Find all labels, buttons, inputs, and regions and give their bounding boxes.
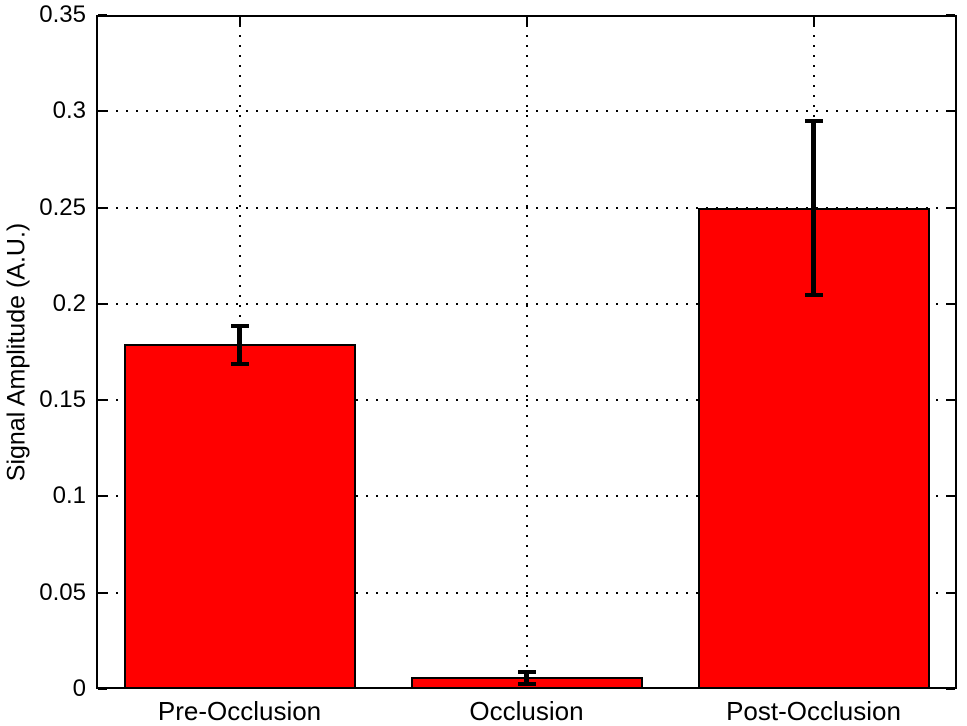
y-tick-label: 0.25 — [39, 193, 86, 221]
y-tick-label: 0 — [72, 675, 86, 702]
error-bar-cap-top — [517, 670, 536, 675]
error-bar-cap-bottom — [804, 292, 823, 297]
y-tick — [946, 110, 955, 113]
y-tick — [98, 302, 107, 305]
y-tick — [946, 206, 955, 209]
y-tick — [946, 302, 955, 305]
y-tick — [946, 591, 955, 594]
y-tick-label: 0.1 — [52, 482, 86, 510]
y-tick — [946, 688, 955, 690]
error-bar-cap-bottom — [517, 681, 536, 686]
x-category-label: Pre-Occlusion — [157, 696, 322, 726]
y-tick-label: 0.2 — [52, 289, 86, 317]
y-tick — [946, 14, 955, 16]
x-tick — [525, 17, 528, 26]
y-tick-label: 0.3 — [52, 97, 86, 125]
y-tick — [98, 110, 107, 113]
y-tick-label: 0.05 — [39, 578, 86, 606]
error-bar-cap-top — [230, 323, 249, 328]
error-bar-stem — [811, 120, 816, 295]
y-tick — [98, 206, 107, 209]
x-gridline — [525, 15, 528, 689]
bar — [123, 344, 356, 689]
y-tick — [98, 591, 107, 594]
y-tick — [98, 688, 107, 690]
y-tick-label: 0.35 — [39, 1, 86, 28]
plot-area — [96, 14, 957, 690]
x-tick — [812, 17, 815, 26]
y-tick — [98, 495, 107, 498]
y-tick-label: 0.15 — [39, 386, 86, 414]
error-bar-stem — [237, 325, 242, 364]
error-bar-stem — [524, 671, 529, 684]
x-category-label: Occlusion — [469, 696, 584, 726]
error-bar-cap-top — [804, 119, 823, 124]
y-tick — [946, 495, 955, 498]
y-tick — [946, 399, 955, 402]
y-axis-label: Signal Amplitude (A.U.) — [2, 222, 31, 482]
y-tick — [98, 14, 107, 16]
error-bar-cap-bottom — [230, 362, 249, 367]
x-tick — [238, 17, 241, 26]
y-tick — [98, 399, 107, 402]
x-category-label: Post-Occlusion — [726, 696, 901, 726]
